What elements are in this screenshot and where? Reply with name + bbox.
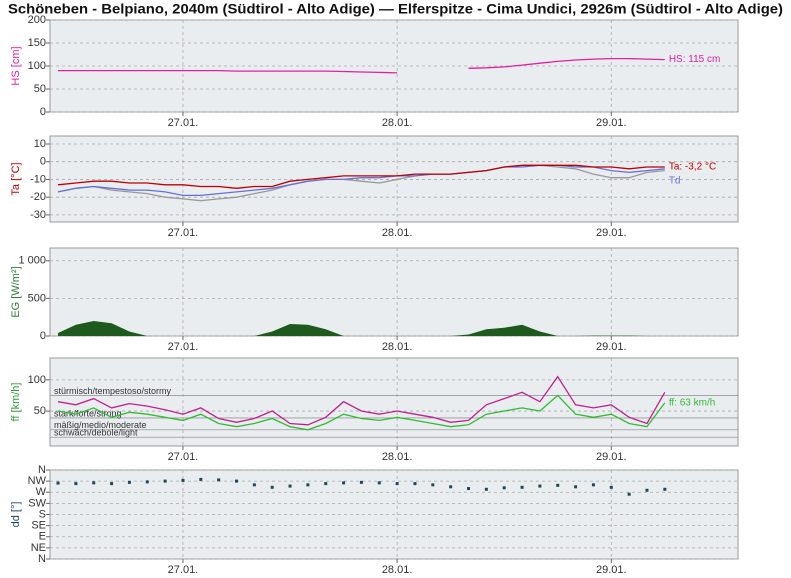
- series-label: HS: 115 cm: [669, 54, 721, 65]
- y-axis-label: dd [°]: [10, 502, 22, 528]
- point: [163, 479, 167, 483]
- plot-area: [49, 247, 739, 337]
- x-tick-label: 29.01.: [596, 451, 627, 463]
- y-tick-label: 0: [40, 156, 46, 168]
- point: [359, 480, 363, 484]
- point: [145, 480, 149, 484]
- x-tick-label: 27.01.: [168, 117, 199, 129]
- y-axis-label: Ta [°C]: [10, 162, 22, 195]
- x-tick-label: 29.01.: [596, 341, 627, 353]
- y-tick-label: SW: [28, 497, 46, 509]
- point: [484, 487, 488, 491]
- y-tick-label: 10: [34, 138, 46, 150]
- x-tick-label: 28.01.: [382, 564, 413, 576]
- y-tick-label: 50: [34, 405, 46, 417]
- point: [574, 485, 578, 489]
- point: [431, 483, 435, 487]
- x-tick-label: 29.01.: [596, 564, 627, 576]
- level-label: stark/forte/strong: [54, 408, 122, 418]
- y-tick-label: -30: [30, 209, 46, 221]
- x-tick-label: 28.01.: [382, 227, 413, 239]
- y-tick-label: 50: [34, 83, 46, 95]
- y-tick-label: -20: [30, 191, 46, 203]
- point: [270, 485, 274, 489]
- line: [57, 394, 666, 431]
- point: [467, 487, 471, 491]
- line: [57, 164, 665, 202]
- point: [342, 481, 346, 485]
- point: [324, 482, 328, 486]
- x-tick-label: 29.01.: [596, 227, 627, 239]
- y-tick-label: N: [38, 553, 46, 565]
- x-tick-label: 27.01.: [168, 451, 199, 463]
- y-axis-label: ff [km/h]: [10, 383, 22, 422]
- series-label: Td: [669, 175, 681, 186]
- x-tick-label: 28.01.: [382, 451, 413, 463]
- series-label: Ta: -3,2 °C: [669, 162, 716, 173]
- point: [127, 480, 131, 484]
- point: [306, 483, 310, 487]
- y-axis-label: EG [W/m²]: [10, 266, 22, 317]
- point: [627, 492, 631, 496]
- y-tick-label: 0: [40, 106, 46, 118]
- point: [252, 483, 256, 487]
- y-tick-label: 0: [40, 330, 46, 342]
- y-tick-label: 100: [28, 60, 46, 72]
- y-tick-label: N: [38, 464, 46, 476]
- y-tick-label: SE: [31, 520, 46, 532]
- y-tick-label: 1 000: [18, 255, 46, 267]
- point: [449, 485, 453, 489]
- point: [110, 482, 114, 486]
- point: [609, 485, 613, 489]
- y-tick-label: 100: [28, 374, 46, 386]
- series-label: ff: 63 km/h: [669, 398, 716, 409]
- point: [199, 477, 203, 481]
- point: [56, 481, 60, 485]
- point: [217, 478, 221, 482]
- point: [377, 481, 381, 485]
- x-tick-label: 28.01.: [382, 341, 413, 353]
- level-label: schwach/debole/light: [54, 428, 138, 438]
- point: [538, 484, 542, 488]
- line: [57, 164, 665, 189]
- y-tick-label: 150: [28, 37, 46, 49]
- point: [288, 484, 292, 488]
- chart-title: Schöneben - Belpiano, 2040m (Südtirol - …: [8, 1, 783, 17]
- point: [663, 487, 667, 491]
- point: [395, 482, 399, 486]
- y-tick-label: NE: [31, 542, 46, 554]
- x-tick-label: 27.01.: [168, 227, 199, 239]
- point: [181, 478, 185, 482]
- point: [591, 483, 595, 487]
- y-axis-label: HS [cm]: [10, 46, 22, 85]
- line: [57, 375, 666, 426]
- y-tick-label: S: [39, 508, 46, 520]
- plot-area: [49, 357, 739, 447]
- x-tick-label: 29.01.: [596, 117, 627, 129]
- point: [92, 481, 96, 485]
- y-tick-label: -10: [30, 173, 46, 185]
- y-tick-label: 200: [28, 14, 46, 26]
- y-tick-label: NW: [28, 475, 47, 487]
- level-label: mäßig/medio/moderate: [54, 420, 147, 430]
- area: [58, 321, 665, 336]
- line: [58, 57, 665, 74]
- plot-area: [49, 135, 739, 223]
- point: [74, 482, 78, 486]
- point: [502, 486, 506, 490]
- y-tick-label: 500: [28, 292, 46, 304]
- point: [520, 485, 524, 489]
- x-tick-label: 28.01.: [382, 117, 413, 129]
- level-label: stürmisch/tempestoso/stormy: [54, 386, 172, 396]
- x-tick-label: 27.01.: [168, 564, 199, 576]
- x-tick-label: 27.01.: [168, 341, 199, 353]
- point: [645, 488, 649, 492]
- y-tick-label: W: [36, 486, 47, 498]
- point: [413, 482, 417, 486]
- y-tick-label: E: [39, 531, 46, 543]
- point: [235, 479, 239, 483]
- point: [556, 483, 560, 487]
